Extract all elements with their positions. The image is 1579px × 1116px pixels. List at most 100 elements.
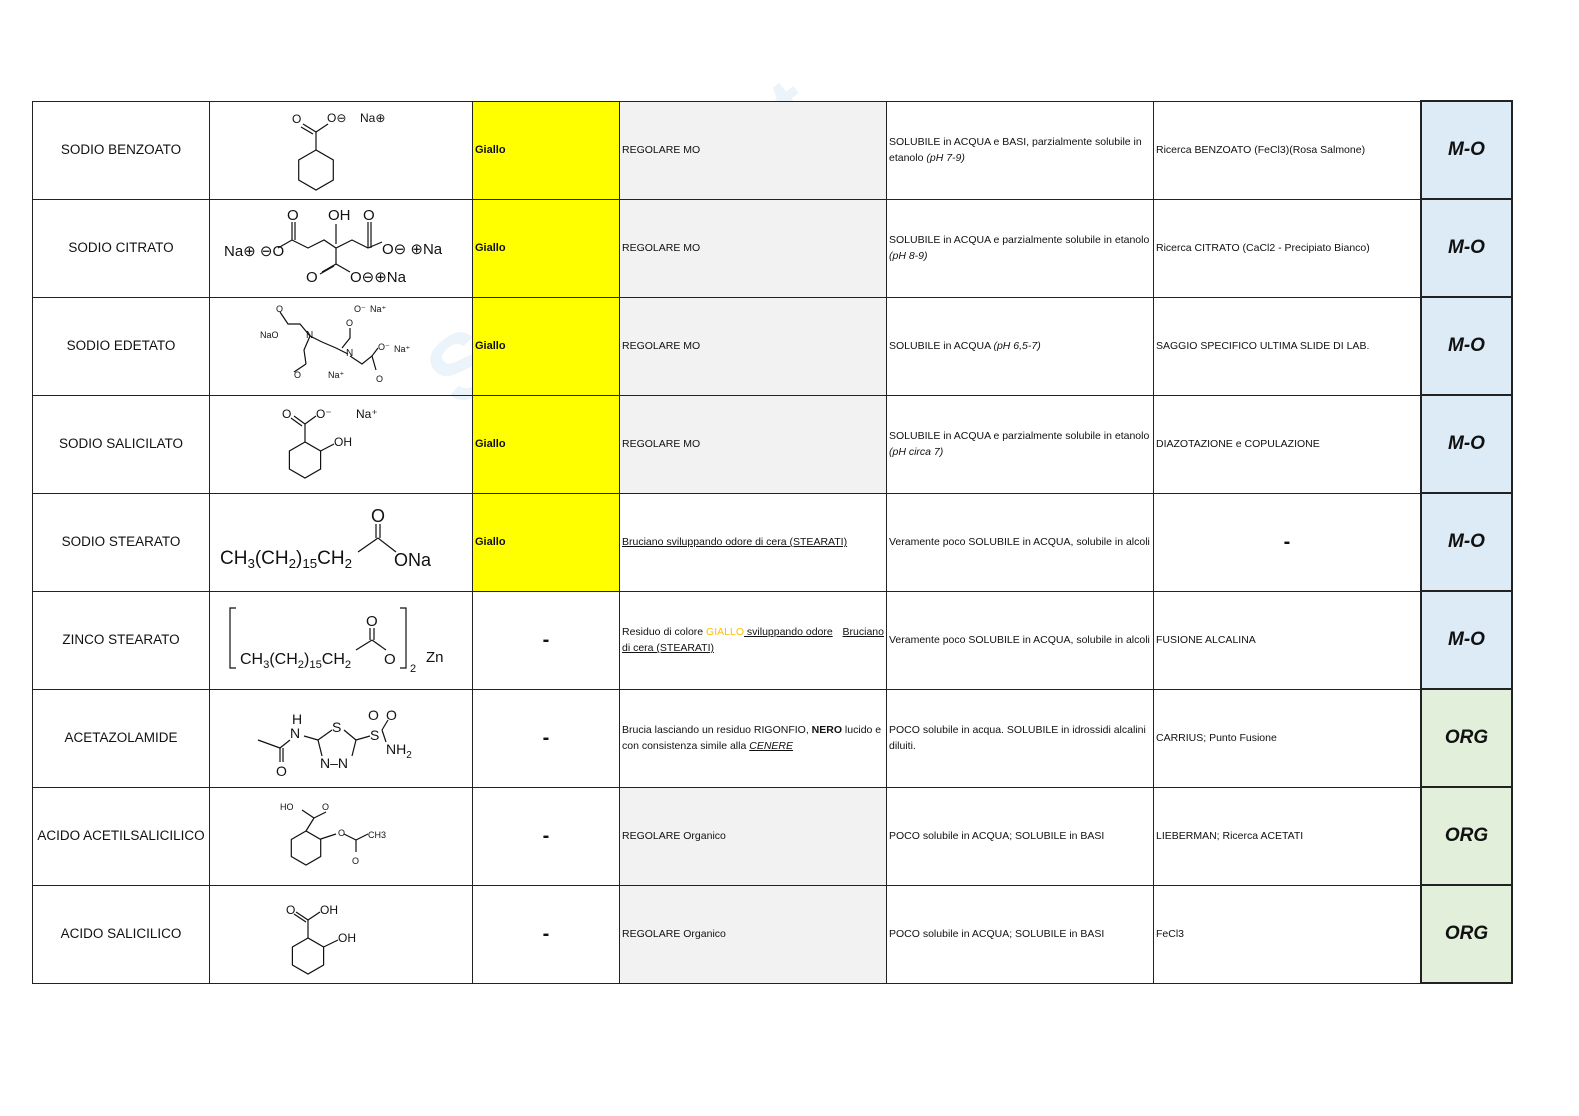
- structure-label: O: [282, 407, 291, 421]
- compound-name: SODIO CITRATO: [32, 198, 210, 298]
- cell-text-segment: REGOLARE MO: [622, 438, 701, 450]
- structure-label: NH: [386, 741, 406, 757]
- chemical-structure-image: HO O O CH3 O: [280, 802, 386, 866]
- cell-text-segment: SOLUBILE in ACQUA e parzialmente solubil…: [889, 430, 1150, 442]
- table-row: SODIO BENZOATO O O⊖ Na⊕ Giallo REGOLARE MO SOL…: [32, 100, 1513, 200]
- table-row: ZINCO STEARATO CH3(CH2)15CH2 O O 2 Zn - Residuo…: [32, 590, 1513, 690]
- combustion-behaviour: Residuo di colore GIALLO Bruciano svilupp…: [619, 590, 887, 690]
- structure-label: OH: [328, 207, 351, 224]
- compound-name: ZINCO STEARATO: [32, 590, 210, 690]
- compound-name: SODIO EDETATO: [32, 296, 210, 396]
- compounds-table: SODIO BENZOATO O O⊖ Na⊕ Giallo REGOLARE MO SOL…: [32, 100, 1513, 984]
- table-row: SODIO EDETATO O NaO N O O⁻ Na⁺ N O⁻ Na⁺ O Na⁺ O Giall…: [32, 296, 1513, 396]
- structure-label: 15: [309, 659, 321, 671]
- structure-label: O: [287, 207, 299, 224]
- solubility: POCO solubile in ACQUA; SOLUBILE in BASI: [886, 786, 1154, 886]
- structure-label: ): [304, 651, 309, 668]
- combustion-behaviour: REGOLARE Organico: [619, 786, 887, 886]
- identification-assay: DIAZOTAZIONE e COPULAZIONE: [1153, 394, 1422, 494]
- structure-label: Na⊕ ⊖O: [224, 243, 284, 260]
- structure-drawing: O O⁻ Na⁺ OH: [209, 394, 473, 494]
- structure-label: ): [296, 548, 302, 569]
- structure-label: Na⁺: [370, 304, 387, 314]
- flame-color: Giallo: [472, 394, 620, 494]
- structure-drawing: CH3(CH2)15CH2 O ONa: [209, 492, 473, 592]
- structure-label: O: [294, 370, 301, 380]
- structure-label: O⁻: [378, 342, 390, 352]
- solubility: SOLUBILE in ACQUA e BASI, parzialmente s…: [886, 100, 1154, 200]
- structure-drawing: CH3(CH2)15CH2 O O 2 Zn: [209, 590, 473, 690]
- flame-color: -: [472, 590, 620, 690]
- structure-label: NaO: [260, 330, 279, 340]
- structure-label: O: [366, 613, 378, 630]
- cell-text-segment: REGOLARE Organico: [622, 928, 726, 940]
- structure-label: Na⁺: [328, 370, 345, 380]
- structure-label: O⁻: [354, 304, 366, 314]
- cell-text-segment: REGOLARE MO: [622, 242, 701, 254]
- solubility: SOLUBILE in ACQUA (pH 6,5-7): [886, 296, 1154, 396]
- compound-name: SODIO STEARATO: [32, 492, 210, 592]
- svg-text:NH2: NH2: [386, 741, 412, 761]
- table-row: SODIO STEARATO CH3(CH2)15CH2 O ONa Giallo Bru…: [32, 492, 1513, 592]
- structure-label: N: [290, 725, 300, 741]
- structure-label: O: [371, 506, 385, 526]
- structure-label: ONa: [394, 550, 432, 570]
- solubility: SOLUBILE in ACQUA e parzialmente solubil…: [886, 394, 1154, 494]
- cell-text-segment: CENERE: [749, 740, 793, 752]
- structure-label: O: [322, 802, 329, 812]
- solubility: Veramente poco SOLUBILE in ACQUA, solubi…: [886, 590, 1154, 690]
- structure-drawing: Na⊕ ⊖O O OH O O⊖ ⊕Na O O⊖⊕Na: [209, 198, 473, 298]
- cell-text-segment: Residuo di colore: [622, 626, 707, 638]
- structure-label: O: [384, 651, 396, 668]
- identification-assay: CARRIUS; Punto Fusione: [1153, 688, 1422, 788]
- structure-drawing: O O⊖ Na⊕: [209, 100, 473, 200]
- class-badge: M-O: [1420, 198, 1513, 298]
- identification-assay: Ricerca BENZOATO (FeCl3)(Rosa Salmone): [1153, 100, 1422, 200]
- solubility: Veramente poco SOLUBILE in ACQUA, solubi…: [886, 492, 1154, 592]
- structure-label: OH: [334, 435, 352, 449]
- cell-text-segment: Bruciano: [842, 626, 884, 638]
- identification-assay: FeCl3: [1153, 884, 1422, 984]
- structure-drawing: H N O S N–N S O O NH2: [209, 688, 473, 788]
- structure-label: N: [346, 348, 353, 359]
- structure-label: CH: [240, 651, 263, 668]
- structure-label: CH3: [368, 830, 386, 840]
- structure-label: 3: [263, 659, 269, 671]
- structure-label: H: [292, 711, 302, 727]
- table-row: ACETAZOLAMIDE H N O S N–N S O O NH2- Brucia lascia…: [32, 688, 1513, 788]
- structure-label: O: [368, 707, 379, 723]
- cell-text-segment: (pH circa 7): [889, 446, 944, 458]
- structure-label: O: [363, 207, 375, 224]
- structure-label: O: [346, 318, 353, 328]
- identification-assay: SAGGIO SPECIFICO ULTIMA SLIDE DI LAB.: [1153, 296, 1422, 396]
- cell-text-segment: REGOLARE MO: [622, 144, 701, 156]
- combustion-behaviour: REGOLARE MO: [619, 100, 887, 200]
- cell-text-segment: (pH 8-9): [889, 250, 928, 262]
- structure-label: 15: [302, 556, 317, 571]
- structure-label: 2: [345, 659, 351, 671]
- class-badge: M-O: [1420, 492, 1513, 592]
- flame-color: Giallo: [472, 100, 620, 200]
- class-badge: ORG: [1420, 688, 1513, 788]
- class-badge: ORG: [1420, 786, 1513, 886]
- class-badge: M-O: [1420, 100, 1513, 200]
- structure-label: O⁻: [316, 407, 332, 421]
- structure-label: Na⁺: [394, 344, 411, 354]
- cell-text-segment: SOLUBILE in ACQUA: [889, 340, 994, 352]
- compound-name: SODIO SALICILATO: [32, 394, 210, 494]
- cell-text-segment: Brucia lasciando un residuo RIGONFIO,: [622, 724, 812, 736]
- structure-label: 2: [345, 556, 352, 571]
- solubility: POCO solubile in ACQUA; SOLUBILE in BASI: [886, 884, 1154, 984]
- chemical-structure-image: Na⊕ ⊖O O OH O O⊖ ⊕Na O O⊖⊕Na: [224, 207, 443, 286]
- cell-text-segment: (pH 6,5-7): [993, 340, 1041, 352]
- class-badge: M-O: [1420, 394, 1513, 494]
- svg-text:CH3(CH2)15CH2: CH3(CH2)15CH2: [220, 548, 352, 571]
- cell-text-segment: (pH 7-9): [926, 152, 965, 164]
- cell-text-segment: POCO solubile in acqua. SOLUBILE in idro…: [889, 724, 1146, 752]
- combustion-behaviour: Brucia lasciando un residuo RIGONFIO, NE…: [619, 688, 887, 788]
- structure-label: (CH: [255, 548, 289, 569]
- structure-label: CH: [322, 651, 345, 668]
- structure-label: O: [376, 374, 383, 384]
